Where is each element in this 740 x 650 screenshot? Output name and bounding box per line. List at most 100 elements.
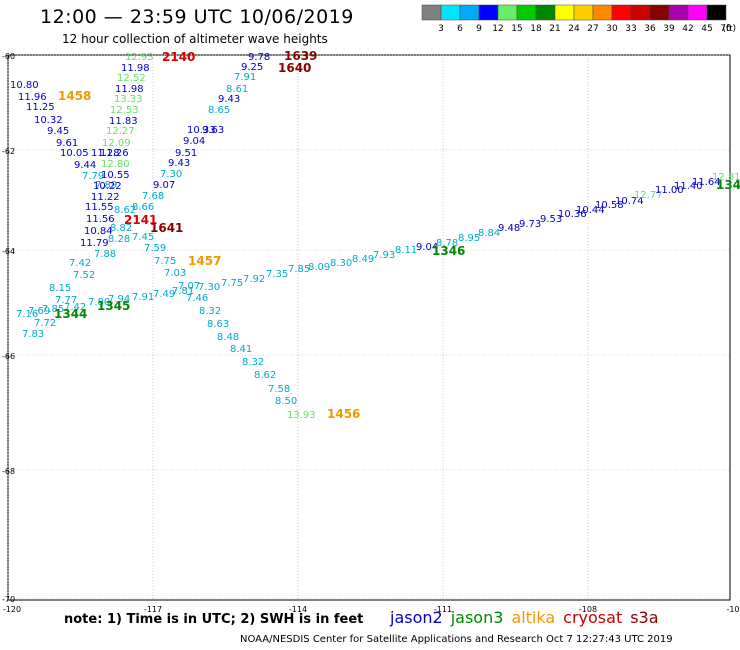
wave-height-label: 7.68 [142,191,164,202]
wave-height-label: 12.81 [712,172,740,183]
longitude-label: -117 [144,605,162,614]
colorbar-swatch [630,4,651,21]
satellite-legend: jason2 jason3 altika cryosat s3a [390,608,667,627]
wave-height-label: 9.07 [153,180,175,191]
wave-height-label: 7.88 [94,249,116,260]
colorbar-unit: (ft) [722,24,736,34]
wave-height-label: 12.80 [101,159,130,170]
legend-jason3: jason3 [450,608,504,627]
wave-height-label: 7.80 [88,297,110,308]
wave-height-label: 10.33 [187,125,216,136]
wave-height-label: 10.74 [615,196,644,207]
wave-height-label: 11.22 [91,192,120,203]
wave-height-label: 12.53 [110,105,139,116]
pass-time-label: 1345 [97,299,130,313]
wave-height-label: 7.91 [234,72,256,83]
wave-height-label: 7.45 [132,232,154,243]
colorbar-label: 33 [625,24,636,34]
wave-height-label: 12.27 [106,126,135,137]
wave-height-label: 7.77 [55,295,77,306]
colorbar-swatch [440,4,461,21]
wave-height-label: 8.28 [108,234,130,245]
latitude-label: -68 [2,467,15,476]
colorbar-swatch [649,4,670,21]
wave-height-label: 9.04 [183,136,205,147]
wave-height-label: 7.93 [373,250,395,261]
colorbar-swatch [535,4,556,21]
colorbar-label: 6 [457,24,463,34]
wave-height-label: 12.77 [634,190,663,201]
wave-height-label: 7.91 [132,292,154,303]
latitude-label: -62 [2,147,15,156]
wave-height-label: 13.33 [114,94,143,105]
legend-altika: altika [511,608,556,627]
axis-labels: -60 -62 -64 -66 -68 -70-120 -117 -114 -111 -108 -1… [2,52,740,614]
wave-height-label: 10.32 [34,115,63,126]
track-jason2-1639: 9.789.257.918.619.438.659.6310.339.049.5… [132,52,270,254]
track-jason2-2140: 12.9311.9812.5211.9813.3312.5311.8312.27… [91,52,154,245]
pass-time-label: 1641 [150,221,183,235]
colorbar-label: 30 [606,24,618,34]
pass-time-label: 1457 [188,254,221,268]
wave-height-label: 7.94 [108,294,130,305]
wave-height-label: 10.44 [576,205,605,216]
colorbar-swatch [516,4,537,21]
wave-height-label: 12.09 [102,138,131,149]
wave-height-label: 7.89 [95,180,117,191]
altimeter-tracks: 10.8011.9611.2510.329.459.6110.059.447.7… [10,52,740,421]
colorbar-swatch [497,4,518,21]
wave-height-label: 11.26 [100,148,129,159]
wave-height-label: 8.78 [436,238,458,249]
wave-height-label: 10.05 [60,148,89,159]
wave-height-label: 8.63 [207,319,229,330]
wave-height-label: 7.42 [64,302,86,313]
wave-height-label: 7.52 [73,270,95,281]
colorbar-label: 45 [701,24,712,34]
colorbar-swatch [459,4,480,21]
wave-height-label: 9.53 [540,214,562,225]
pass-time-label: 1344 [54,307,87,321]
wave-height-label: 11.96 [18,92,47,103]
wave-height-label: 7.72 [34,318,56,329]
colorbar-swatch [478,4,499,21]
colorbar-label: 15 [511,24,522,34]
colorbar-label: 27 [587,24,598,34]
pass-time-label: 1458 [58,89,91,103]
wave-height-label: 8.84 [478,228,500,239]
wave-height-label: 9.45 [47,126,69,137]
wave-height-label: 10.36 [558,209,587,220]
wave-height-label: 8.15 [49,283,71,294]
colorbar-swatch [687,4,708,21]
wave-height-label: 9.25 [241,62,263,73]
wave-height-label: 8.30 [330,258,352,269]
colorbar-label: 9 [476,24,482,34]
wave-height-label: 10.22 [93,181,122,192]
wave-height-label: 8.32 [242,357,264,368]
longitude-label: -111 [434,605,452,614]
pass-time-label: 1640 [278,61,311,75]
wave-height-label: 7.07 [178,281,200,292]
wave-height-label: 11.79 [80,238,109,249]
track-jason2-1458: 10.8011.9611.2510.329.459.6110.059.447.7… [10,80,120,340]
latitude-label: -64 [2,247,15,256]
wave-height-label: 7.03 [164,268,186,279]
wave-height-label: 7.83 [22,329,44,340]
wave-height-label: 7.30 [160,169,182,180]
wave-height-label: 9.63 [202,125,224,136]
wave-height-label: 8.48 [217,332,239,343]
wave-height-label: 11.25 [26,102,55,113]
wave-height-label: 8.32 [199,306,221,317]
wave-height-label: 7.79 [82,171,104,182]
wave-height-label: 11.55 [85,202,114,213]
wave-height-label: 8.49 [352,254,374,265]
colorbar-label: 24 [568,24,580,34]
colorbar-label: 70 [720,24,732,34]
wave-height-label: 7.30 [198,282,220,293]
colorbar-label: 42 [682,24,693,34]
longitude-label: -108 [579,605,597,614]
pass-time-label: 1639 [284,49,317,63]
latitude-label: -70 [2,595,15,604]
wave-height-label: 9.48 [498,223,520,234]
wave-height-label: 8.65 [208,105,230,116]
